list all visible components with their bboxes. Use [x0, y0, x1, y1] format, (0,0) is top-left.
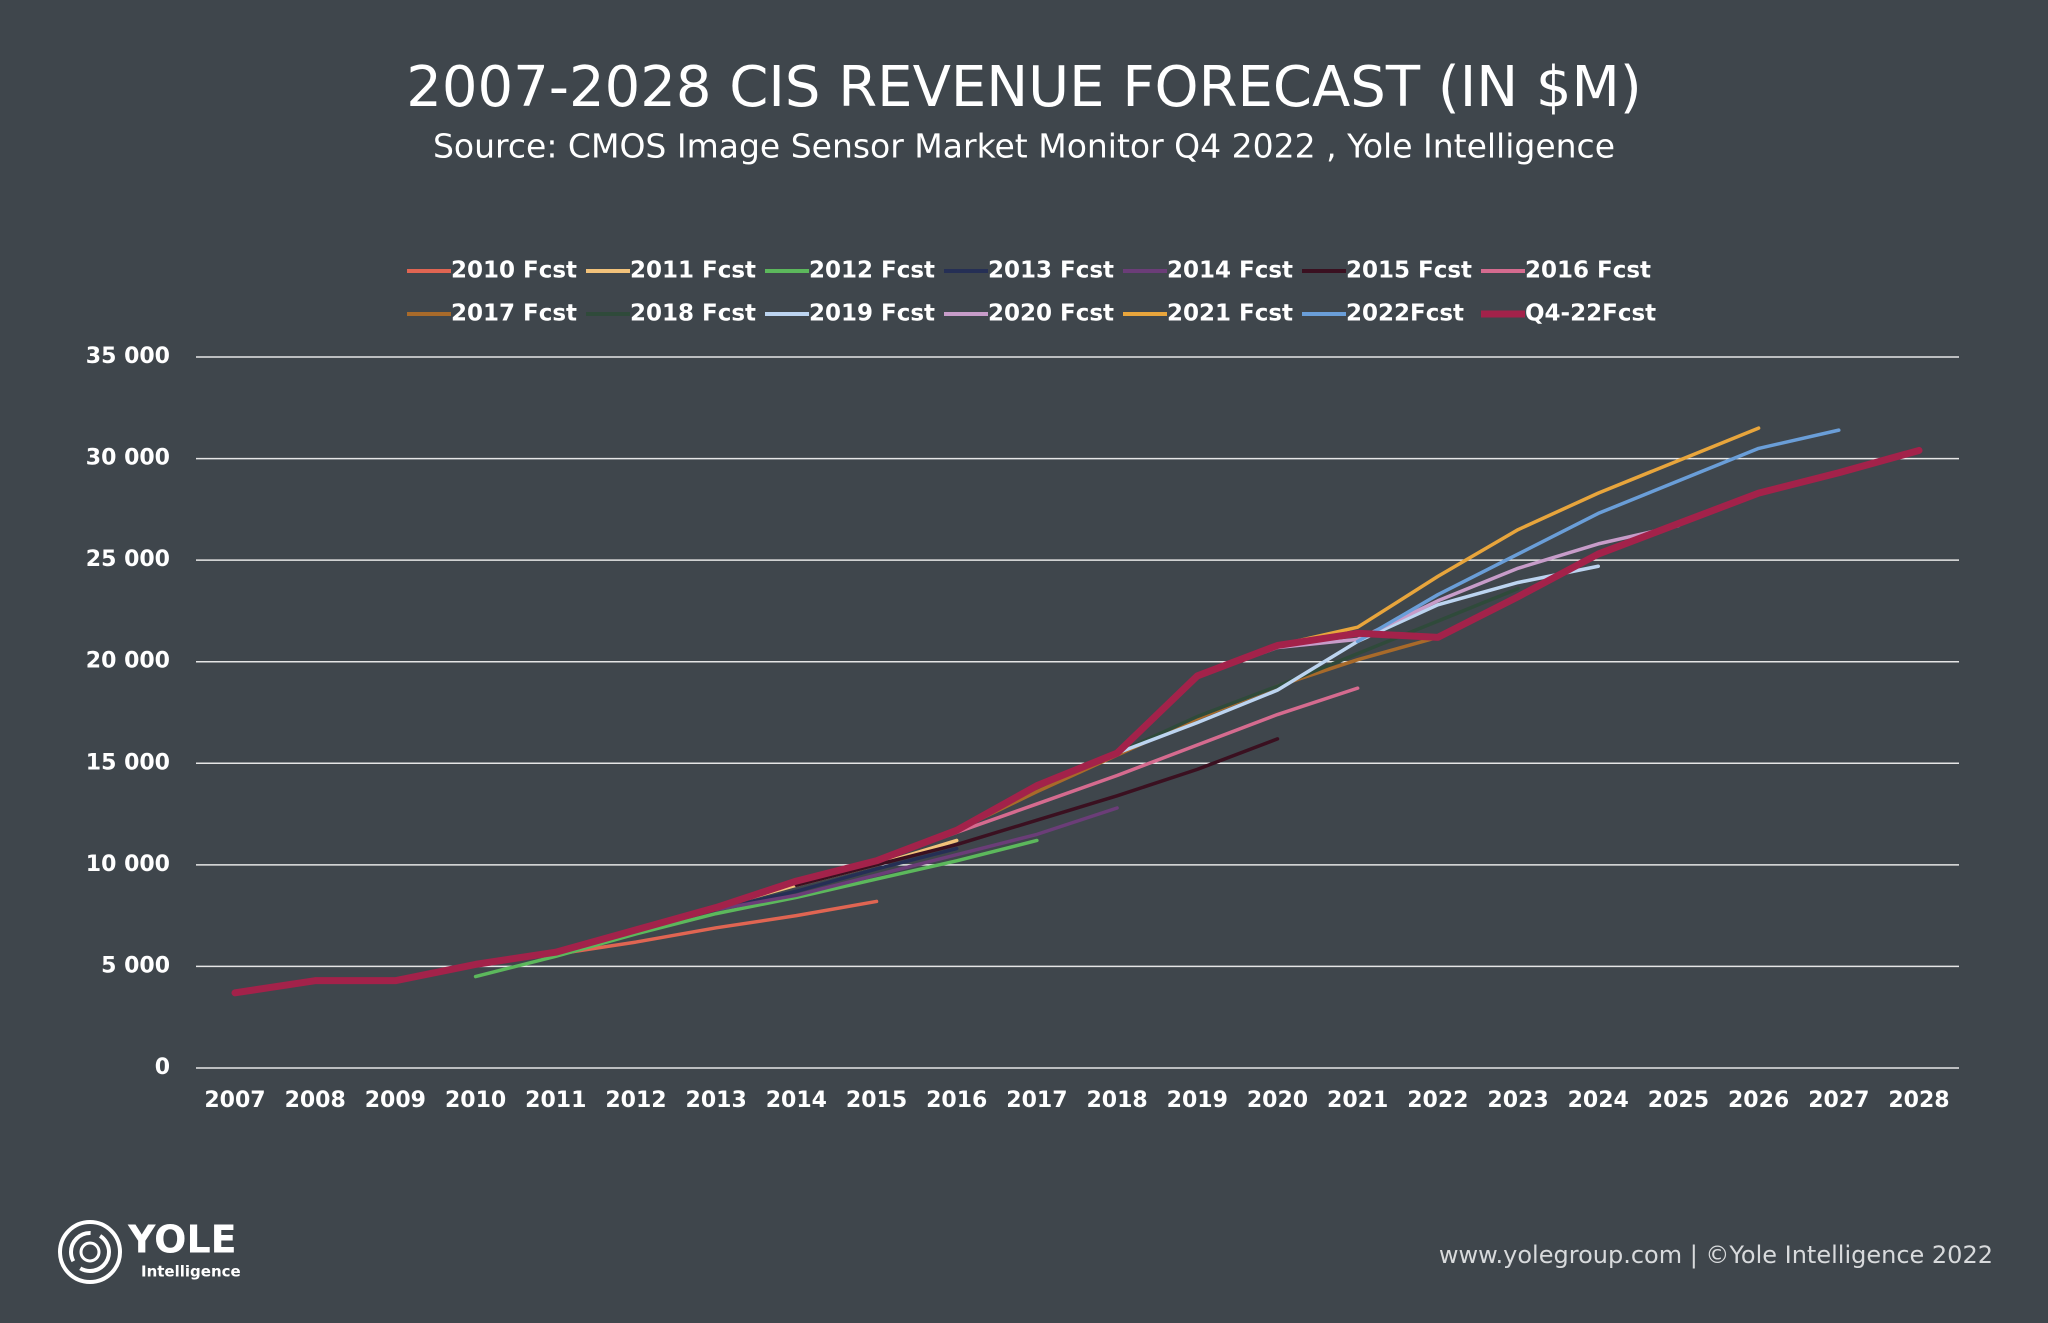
logo-tagline: Intelligence — [141, 1263, 241, 1281]
legend-label: 2020 Fcst — [988, 301, 1114, 327]
x-tick-label: 2008 — [285, 1088, 346, 1113]
series-line — [714, 806, 1119, 912]
x-tick-label: 2018 — [1086, 1088, 1147, 1113]
legend-label: 2014 Fcst — [1167, 258, 1293, 284]
x-tick-label: 2014 — [766, 1088, 827, 1113]
footer: www.yolegroup.com | ©Yole Intelligence 2… — [1439, 1241, 1993, 1269]
chart-subtitle: Source: CMOS Image Sensor Market Monitor… — [433, 127, 1615, 166]
x-tick-label: 2013 — [686, 1088, 747, 1113]
y-tick-label: 5 000 — [101, 953, 170, 978]
y-tick-label: 35 000 — [86, 344, 170, 369]
logo-name: YOLE — [127, 1218, 237, 1262]
x-tick-label: 2022 — [1407, 1088, 1468, 1113]
y-tick-label: 15 000 — [86, 750, 170, 775]
legend-label: 2022Fcst — [1346, 301, 1464, 327]
y-tick-label: 10 000 — [86, 852, 170, 877]
x-tick-label: 2015 — [846, 1088, 907, 1113]
logo-ring — [79, 1241, 101, 1263]
y-tick-label: 25 000 — [86, 547, 170, 572]
series-line — [1275, 426, 1761, 648]
x-tick-label: 2028 — [1888, 1088, 1949, 1113]
y-tick-label: 0 — [155, 1055, 170, 1080]
series-line — [954, 635, 1440, 833]
x-tick-label: 2023 — [1487, 1088, 1548, 1113]
legend-label: 2016 Fcst — [1525, 258, 1651, 284]
x-tick-label: 2024 — [1568, 1088, 1629, 1113]
series-line — [231, 446, 1923, 997]
x-tick-label: 2009 — [365, 1088, 426, 1113]
legend-label: 2017 Fcst — [451, 301, 577, 327]
logo-ring — [69, 1231, 111, 1273]
x-tick-label: 2007 — [204, 1088, 265, 1113]
legend-label: 2018 Fcst — [630, 301, 756, 327]
x-tick-label: 2020 — [1247, 1088, 1308, 1113]
x-tick-label: 2027 — [1808, 1088, 1869, 1113]
legend-label: Q4-22Fcst — [1525, 301, 1656, 327]
y-tick-label: 20 000 — [86, 649, 170, 674]
x-tick-label: 2025 — [1648, 1088, 1709, 1113]
legend-label: 2013 Fcst — [988, 258, 1114, 284]
x-tick-label: 2011 — [525, 1088, 586, 1113]
x-tick-label: 2021 — [1327, 1088, 1388, 1113]
legend-label: 2015 Fcst — [1346, 258, 1472, 284]
logo: YOLE Intelligence — [58, 1218, 241, 1284]
series-line — [473, 838, 1039, 979]
legend-label: 2012 Fcst — [809, 258, 935, 284]
series-line — [1355, 428, 1841, 644]
chart-title: 2007-2028 CIS REVENUE FORECAST (IN $M) — [406, 55, 1641, 120]
legend-label: 2021 Fcst — [1167, 301, 1293, 327]
x-tick-label: 2010 — [445, 1088, 506, 1113]
y-tick-label: 30 000 — [86, 446, 170, 471]
legend-label: 2010 Fcst — [451, 258, 577, 284]
series-line — [794, 737, 1280, 887]
x-tick-label: 2017 — [1006, 1088, 1067, 1113]
legend-label: 2019 Fcst — [809, 301, 935, 327]
legend-label: 2011 Fcst — [630, 258, 756, 284]
x-tick-label: 2016 — [926, 1088, 987, 1113]
x-tick-label: 2019 — [1167, 1088, 1228, 1113]
logo-ring — [58, 1220, 122, 1284]
x-tick-label: 2012 — [605, 1088, 666, 1113]
x-tick-label: 2026 — [1728, 1088, 1789, 1113]
